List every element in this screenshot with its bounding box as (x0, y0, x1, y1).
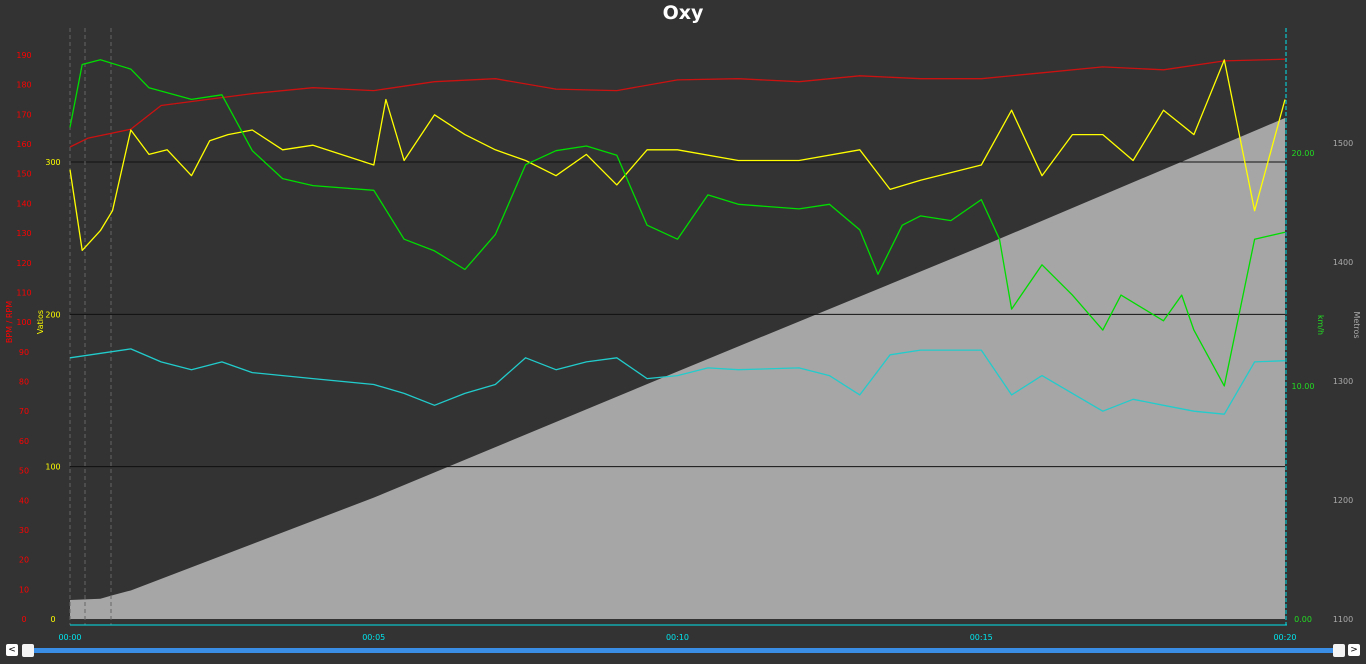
speed-tick-label: 10.00 (1292, 382, 1315, 391)
altitude-tick-label: 1300 (1333, 377, 1353, 386)
bpm-tick-label: 40 (19, 496, 29, 505)
speed-line (69, 59, 1286, 387)
x-tick-label: 00:05 (362, 633, 385, 640)
altitude-tick-label: 1500 (1333, 139, 1353, 148)
bpm-tick-label: 0 (21, 615, 26, 624)
bpm-tick-label: 180 (16, 81, 31, 90)
bpm-tick-label: 90 (19, 348, 29, 357)
chart-plot: 00:00 00:05 00:10 00:15 00:20 0 10 20 30 40 50 60 70… (5, 28, 1361, 640)
speed-tick-label: 20.00 (1292, 149, 1315, 158)
speed-tick-label: 0.00 (1294, 615, 1312, 624)
bpm-tick-label: 130 (16, 229, 31, 238)
speed-axis-title: km/h (1316, 315, 1325, 335)
bpm-axis-title: BPM / RPM (5, 301, 14, 343)
range-end-handle[interactable] (1333, 644, 1345, 657)
watts-tick-label: 100 (45, 463, 60, 472)
altitude-tick-label: 1200 (1333, 496, 1353, 505)
x-tick-label: 00:20 (1273, 633, 1296, 640)
heart-rate-line (69, 58, 1286, 148)
cadence-line (69, 348, 1286, 415)
range-start-handle[interactable] (22, 644, 34, 657)
altitude-area (70, 118, 1285, 619)
bpm-tick-label: 100 (16, 318, 31, 327)
power-line (69, 59, 1286, 252)
scroll-track[interactable] (28, 648, 1338, 653)
bpm-tick-label: 140 (16, 199, 31, 208)
chart-title: Oxy (662, 2, 704, 24)
watts-axis-title: Vatios (36, 310, 45, 334)
bpm-tick-label: 60 (19, 437, 29, 446)
bpm-tick-label: 10 (19, 585, 29, 594)
bpm-tick-label: 120 (16, 259, 31, 268)
bpm-tick-label: 80 (19, 378, 29, 387)
bpm-tick-label: 50 (19, 467, 29, 476)
watts-tick-label: 300 (45, 158, 60, 167)
x-tick-label: 00:15 (970, 633, 993, 640)
altitude-tick-label: 1100 (1333, 615, 1353, 624)
x-tick-label: 00:00 (58, 633, 81, 640)
altitude-axis-title: Metros (1352, 311, 1361, 338)
x-tick-label: 00:10 (666, 633, 689, 640)
scroll-left-button[interactable]: < (6, 644, 18, 656)
scroll-right-button[interactable]: > (1348, 644, 1360, 656)
bpm-tick-label: 160 (16, 140, 31, 149)
time-scrollbar[interactable]: < > (0, 641, 1366, 661)
watts-tick-label: 200 (45, 310, 60, 319)
bpm-tick-label: 20 (19, 556, 29, 565)
bpm-tick-label: 110 (16, 288, 31, 297)
bpm-tick-label: 150 (16, 170, 31, 179)
bpm-tick-label: 70 (19, 407, 29, 416)
bpm-tick-label: 190 (16, 51, 31, 60)
altitude-tick-label: 1400 (1333, 258, 1353, 267)
bpm-tick-label: 170 (16, 110, 31, 119)
bpm-tick-label: 30 (19, 526, 29, 535)
watts-tick-label: 0 (50, 615, 55, 624)
